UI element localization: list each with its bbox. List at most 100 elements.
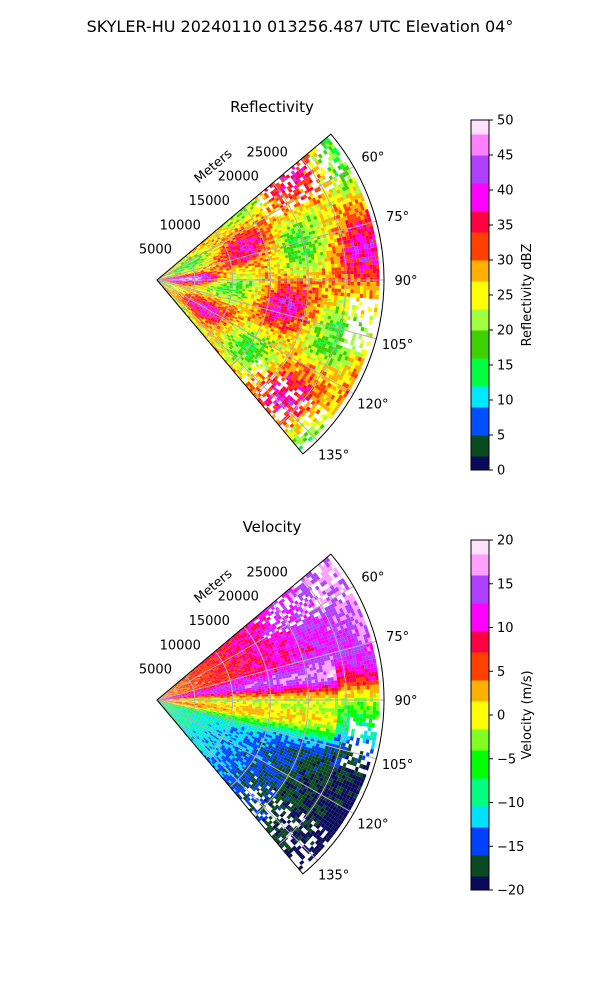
colorbar-segment <box>471 883 489 891</box>
colorbar-segment <box>471 288 489 296</box>
colorbar-segment <box>471 624 489 632</box>
sector-frame <box>156 133 385 455</box>
range-ring <box>229 206 271 368</box>
azimuth-spoke <box>156 279 377 340</box>
colorbar-segment <box>471 778 489 786</box>
colorbar-segment <box>471 393 489 401</box>
colorbar-segment <box>471 323 489 331</box>
colorbar-segment <box>471 813 489 821</box>
colorbar-segment <box>471 316 489 324</box>
colorbar-segment <box>471 127 489 135</box>
colorbar-segment <box>471 589 489 597</box>
radial-tick-label: 20000 <box>218 590 259 605</box>
azimuth-spoke <box>156 220 377 281</box>
colorbar-segment <box>471 421 489 429</box>
radial-tick-label: 25000 <box>247 565 288 580</box>
azimuth-spoke <box>156 699 318 861</box>
colorbar-segment <box>471 708 489 716</box>
colorbar-segment <box>471 736 489 744</box>
azimuth-tick-label: 120° <box>357 818 388 833</box>
azimuth-tick-label: 75° <box>386 630 409 645</box>
radial-tick-label: 5000 <box>139 243 172 258</box>
colorbar-segment <box>471 120 489 128</box>
colorbar-segment <box>471 645 489 653</box>
colorbar-segment <box>471 211 489 219</box>
colorbar-tick-label: 20 <box>497 324 514 339</box>
colorbar-segment <box>471 827 489 835</box>
colorbar-segment <box>471 169 489 177</box>
azimuth-tick-label: 90° <box>394 694 417 709</box>
azimuth-tick-label: 135° <box>318 869 349 884</box>
azimuth-spoke <box>156 699 377 760</box>
colorbar-segment <box>471 799 489 807</box>
colorbar-segment <box>471 771 489 779</box>
colorbar-segment <box>471 225 489 233</box>
colorbar-segment <box>471 722 489 730</box>
figure-title: SKYLER-HU 20240110 013256.487 UTC Elevat… <box>87 17 514 36</box>
colorbar-tick-label: 5 <box>497 665 505 680</box>
colorbar-segment <box>471 834 489 842</box>
colorbar-segment <box>471 176 489 184</box>
colorbar-segment <box>471 141 489 149</box>
colorbar-segment <box>471 435 489 443</box>
colorbar-segment <box>471 379 489 387</box>
sector-frame <box>156 553 385 875</box>
colorbar-segment <box>471 274 489 282</box>
colorbar-segment <box>471 568 489 576</box>
colorbar-segment <box>471 232 489 240</box>
colorbar-tick-label: 10 <box>497 621 514 636</box>
colorbar-segment <box>471 246 489 254</box>
panel-title: Velocity <box>243 518 302 536</box>
colorbar-segment <box>471 659 489 667</box>
colorbar-segment <box>471 869 489 877</box>
colorbar-segment <box>471 652 489 660</box>
colorbar-segment <box>471 540 489 548</box>
colorbar-segment <box>471 295 489 303</box>
range-ring <box>229 626 271 788</box>
panel-title: Reflectivity <box>230 98 314 116</box>
colorbar-tick-label: −15 <box>497 840 524 855</box>
radar-field <box>157 137 380 451</box>
colorbar-segment <box>471 281 489 289</box>
colorbar-tick-label: 5 <box>497 429 505 444</box>
colorbar-tick-label: −5 <box>497 752 516 767</box>
colorbar-label: Velocity (m/s) <box>520 670 535 759</box>
colorbar-segment <box>471 428 489 436</box>
azimuth-tick-label: 60° <box>361 151 384 166</box>
colorbar-segment <box>471 820 489 828</box>
azimuth-spoke <box>156 699 354 814</box>
azimuth-tick-label: 135° <box>318 449 349 464</box>
colorbar-segment <box>471 596 489 604</box>
colorbar-segment <box>471 715 489 723</box>
azimuth-spoke <box>156 640 377 701</box>
colorbar-segment <box>471 603 489 611</box>
colorbar-segment <box>471 190 489 198</box>
colorbar-segment <box>471 386 489 394</box>
colorbar-segment <box>471 876 489 884</box>
range-ring <box>205 651 234 759</box>
azimuth-spoke <box>156 279 354 394</box>
colorbar-segment <box>471 785 489 793</box>
colorbar-tick-label: 20 <box>497 534 514 549</box>
colorbar: 0 5 10 15 20 25 30 35 40 45 50 Reflectivity dBZ <box>470 114 535 479</box>
colorbar-segment <box>471 547 489 555</box>
colorbar-segment <box>471 197 489 205</box>
colorbar-segment <box>471 351 489 359</box>
colorbar-segment <box>471 855 489 863</box>
colorbar-segment <box>471 463 489 471</box>
colorbar-segment <box>471 302 489 310</box>
colorbar-segment <box>471 358 489 366</box>
colorbar-segment <box>471 792 489 800</box>
azimuth-spoke <box>156 166 354 281</box>
colorbar-segment <box>471 561 489 569</box>
colorbar-segment <box>471 155 489 163</box>
radial-tick-label: 20000 <box>218 170 259 185</box>
colorbar-segment <box>471 134 489 142</box>
colorbar-segment <box>471 309 489 317</box>
colorbar-segment <box>471 764 489 772</box>
colorbar-segment <box>471 183 489 191</box>
azimuth-spoke <box>156 586 354 701</box>
colorbar-segment <box>471 848 489 856</box>
